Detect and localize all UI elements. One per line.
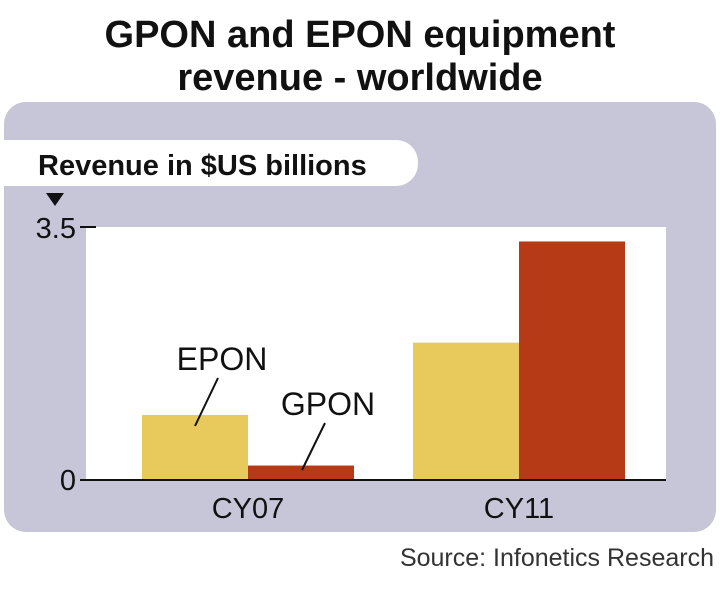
bars [142, 241, 625, 480]
y-axis-label: Revenue in $US billions [38, 150, 367, 182]
chart-title-line-2: revenue - worldwide [177, 57, 542, 99]
series-leader-gpon [301, 422, 326, 471]
ylabel-arrow-icon [46, 193, 64, 206]
bar-gpon-cy07 [248, 465, 354, 480]
y-tick-label-zero: 0 [60, 465, 76, 497]
series-label-gpon: GPON [281, 386, 375, 422]
chart-title-line-1: GPON and EPON equipment [105, 14, 616, 56]
bar-gpon-cy11 [519, 241, 625, 480]
y-tick-label-top: 3.5 [36, 213, 76, 245]
source-note: Source: Infonetics Research [400, 544, 714, 572]
x-tick-label-cy07: CY07 [212, 493, 285, 525]
ylabel-box [0, 140, 418, 186]
series-leader-epon [194, 377, 219, 427]
series-label-epon: EPON [177, 341, 268, 377]
bar-epon-cy11 [413, 342, 519, 480]
x-tick-label-cy11: CY11 [484, 493, 554, 525]
ylabel-box-left-edge [0, 140, 40, 186]
